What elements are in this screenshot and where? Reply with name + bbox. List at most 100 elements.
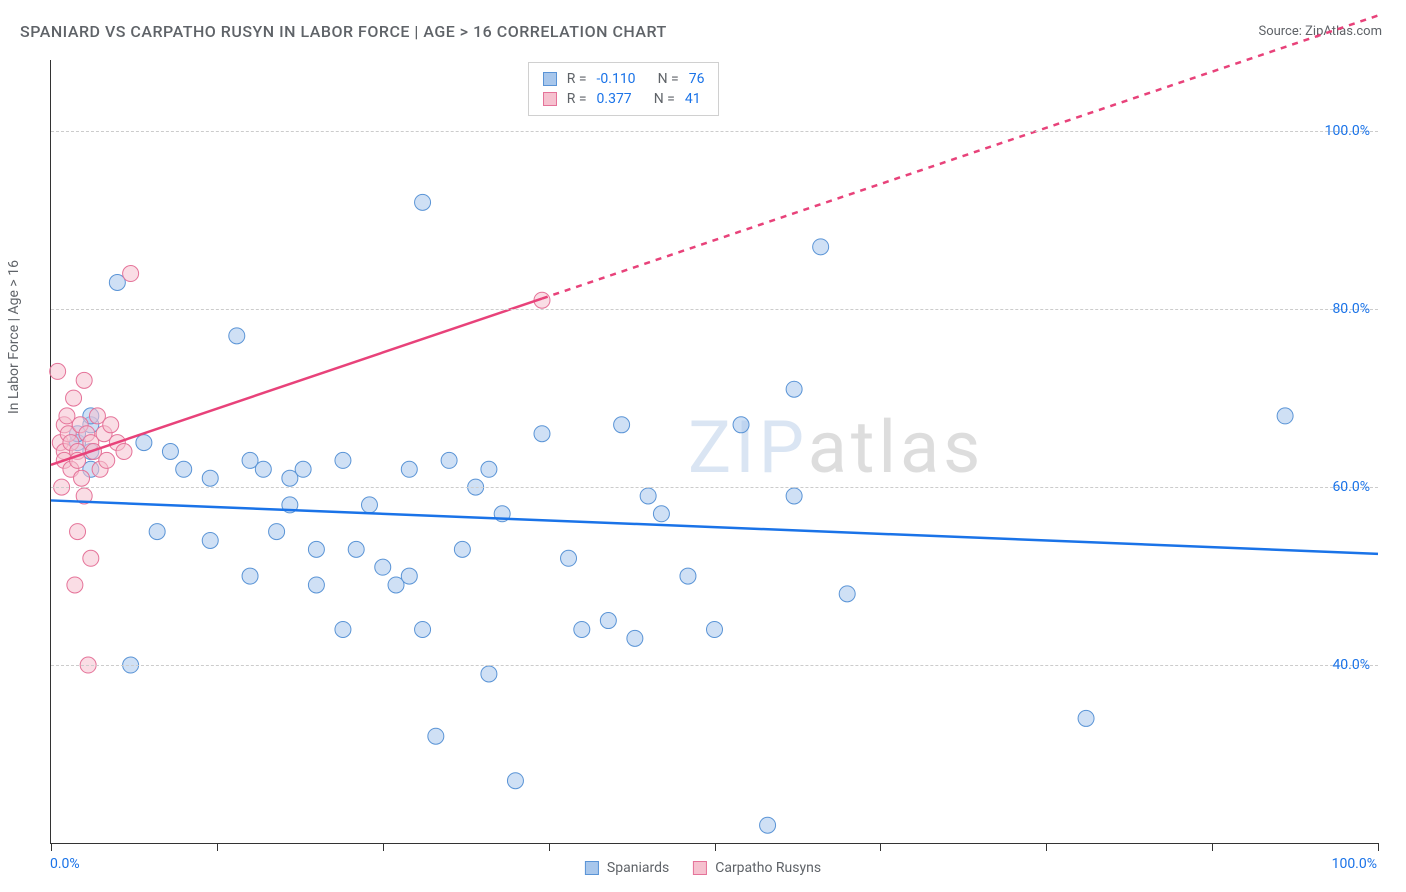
scatter-point: [50, 363, 66, 379]
scatter-point: [707, 621, 723, 637]
scatter-point: [202, 470, 218, 486]
gridline: [51, 665, 1378, 666]
legend-n-label: N =: [658, 71, 679, 87]
scatter-point: [103, 417, 119, 433]
scatter-point: [361, 497, 377, 513]
legend-swatch: [543, 92, 557, 106]
scatter-point: [308, 541, 324, 557]
scatter-point: [786, 381, 802, 397]
scatter-point: [507, 773, 523, 789]
xtick: [1378, 843, 1379, 851]
scatter-point: [653, 506, 669, 522]
scatter-point: [74, 470, 90, 486]
legend-swatch: [585, 861, 599, 875]
scatter-point: [83, 550, 99, 566]
chart-container: SPANIARD VS CARPATHO RUSYN IN LABOR FORC…: [0, 0, 1406, 892]
scatter-point: [1277, 408, 1293, 424]
scatter-point: [481, 666, 497, 682]
scatter-point: [401, 461, 417, 477]
xtick-label: 100.0%: [1332, 856, 1377, 872]
legend-r-value: -0.110: [597, 71, 636, 87]
y-axis-label: In Labor Force | Age > 16: [6, 260, 22, 414]
scatter-point: [116, 444, 132, 460]
legend-r-label: R =: [567, 91, 587, 107]
scatter-point: [600, 613, 616, 629]
legend-row: R = 0.377 N = 41: [543, 89, 705, 109]
xtick: [217, 843, 218, 851]
gridline: [51, 309, 1378, 310]
scatter-point: [614, 417, 630, 433]
legend-row: R = -0.110 N = 76: [543, 69, 705, 89]
ytick-label: 100.0%: [1325, 123, 1370, 139]
scatter-point: [415, 621, 431, 637]
legend-swatch: [543, 72, 557, 86]
xtick: [1046, 843, 1047, 851]
legend-n-label: N =: [654, 91, 675, 107]
legend-label: Spaniards: [607, 860, 669, 876]
ytick-label: 80.0%: [1332, 301, 1370, 317]
legend-n-value: 76: [689, 71, 705, 87]
scatter-point: [76, 372, 92, 388]
legend-item: Carpatho Rusyns: [693, 860, 821, 876]
scatter-point: [123, 266, 139, 282]
scatter-point: [428, 728, 444, 744]
scatter-point: [335, 452, 351, 468]
scatter-point: [66, 390, 82, 406]
xtick-label: 0.0%: [50, 856, 80, 872]
xtick: [549, 843, 550, 851]
series-legend: Spaniards Carpatho Rusyns: [585, 860, 821, 876]
ytick-label: 40.0%: [1332, 657, 1370, 673]
scatter-point: [242, 568, 258, 584]
scatter-point: [786, 488, 802, 504]
scatter-point: [415, 194, 431, 210]
plot-area: ZIPatlas 40.0%60.0%80.0%100.0%: [50, 60, 1378, 844]
scatter-point: [202, 532, 218, 548]
trend-line: [51, 299, 542, 465]
correlation-legend: R = -0.110 N = 76 R = 0.377 N = 41: [528, 62, 720, 116]
trend-line-dashed: [542, 16, 1378, 299]
scatter-point: [269, 524, 285, 540]
scatter-point: [481, 461, 497, 477]
scatter-point: [162, 444, 178, 460]
scatter-point: [1078, 710, 1094, 726]
gridline: [51, 487, 1378, 488]
legend-r-value: 0.377: [597, 91, 632, 107]
xtick: [880, 843, 881, 851]
legend-label: Carpatho Rusyns: [715, 860, 821, 876]
gridline: [51, 131, 1378, 132]
scatter-point: [295, 461, 311, 477]
plot-svg: [51, 60, 1378, 843]
scatter-point: [534, 426, 550, 442]
scatter-point: [67, 577, 83, 593]
xtick: [715, 843, 716, 851]
scatter-point: [229, 328, 245, 344]
source-label: Source: ZipAtlas.com: [1258, 24, 1382, 39]
scatter-point: [99, 452, 115, 468]
legend-r-label: R =: [567, 71, 587, 87]
scatter-point: [640, 488, 656, 504]
scatter-point: [308, 577, 324, 593]
trend-line: [51, 500, 1378, 553]
scatter-point: [627, 630, 643, 646]
scatter-point: [335, 621, 351, 637]
scatter-point: [839, 586, 855, 602]
xtick: [383, 843, 384, 851]
legend-swatch: [693, 861, 707, 875]
scatter-point: [176, 461, 192, 477]
legend-item: Spaniards: [585, 860, 669, 876]
scatter-point: [136, 435, 152, 451]
legend-n-value: 41: [685, 91, 701, 107]
scatter-point: [561, 550, 577, 566]
scatter-point: [441, 452, 457, 468]
scatter-point: [574, 621, 590, 637]
scatter-point: [454, 541, 470, 557]
scatter-point: [680, 568, 696, 584]
scatter-point: [401, 568, 417, 584]
scatter-point: [813, 239, 829, 255]
scatter-point: [70, 524, 86, 540]
scatter-point: [348, 541, 364, 557]
ytick-label: 60.0%: [1332, 479, 1370, 495]
xtick: [51, 843, 52, 851]
scatter-point: [760, 817, 776, 833]
scatter-point: [149, 524, 165, 540]
